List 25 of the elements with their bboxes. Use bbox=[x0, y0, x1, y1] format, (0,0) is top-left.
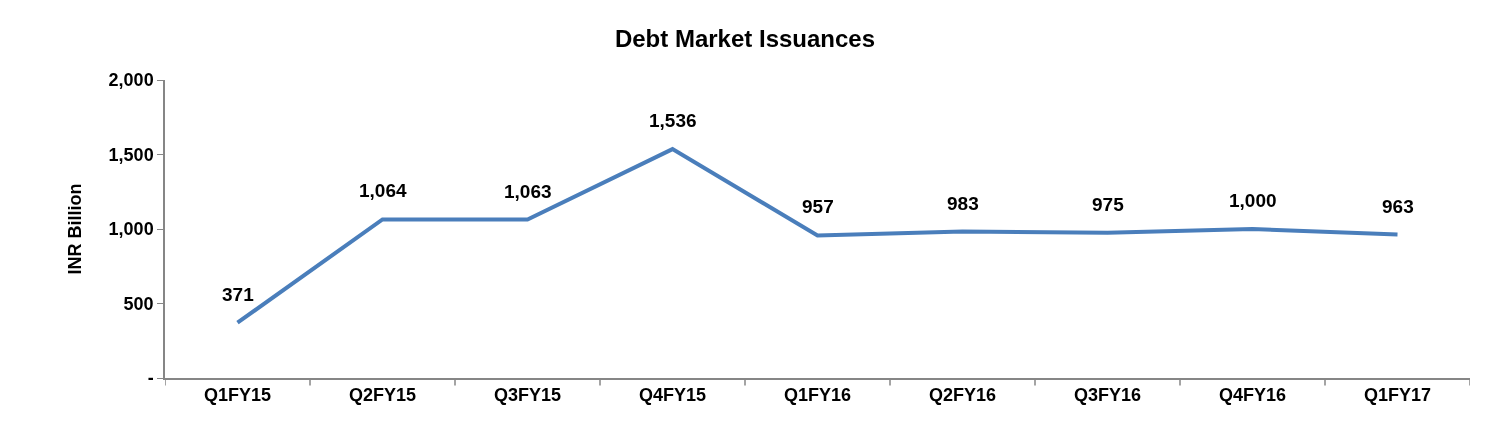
data-label: 1,536 bbox=[649, 110, 697, 131]
x-tick-label: Q1FY15 bbox=[203, 385, 272, 406]
y-tick-label: 2,000 bbox=[108, 70, 154, 91]
data-label: 1,000 bbox=[1229, 190, 1277, 211]
x-tick-label: Q3FY15 bbox=[493, 385, 562, 406]
y-axis-title: INR Billion bbox=[65, 183, 86, 275]
chart-title: Debt Market Issuances bbox=[614, 24, 876, 52]
data-label: 963 bbox=[1382, 196, 1414, 217]
data-label: 975 bbox=[1092, 194, 1125, 215]
x-tick-label: Q1FY16 bbox=[783, 385, 852, 406]
x-tick-label: Q3FY16 bbox=[1073, 385, 1142, 406]
y-tick-label: 1,500 bbox=[108, 144, 154, 165]
y-tick-label: 500 bbox=[123, 293, 154, 314]
data-label: 983 bbox=[947, 193, 979, 214]
x-tick-label: Q1FY17 bbox=[1363, 385, 1432, 406]
data-label: 1,063 bbox=[504, 181, 552, 202]
x-tick-label: Q2FY15 bbox=[348, 385, 417, 406]
y-tick-label: 1,000 bbox=[108, 219, 154, 240]
x-tick-label: Q4FY15 bbox=[638, 385, 707, 406]
x-tick-label: Q4FY16 bbox=[1218, 385, 1287, 406]
data-label: 371 bbox=[222, 284, 255, 305]
data-label: 1,064 bbox=[359, 180, 407, 201]
x-tick-label: Q2FY16 bbox=[928, 385, 997, 406]
y-tick-label: - bbox=[147, 368, 154, 389]
data-label: 957 bbox=[802, 196, 834, 217]
